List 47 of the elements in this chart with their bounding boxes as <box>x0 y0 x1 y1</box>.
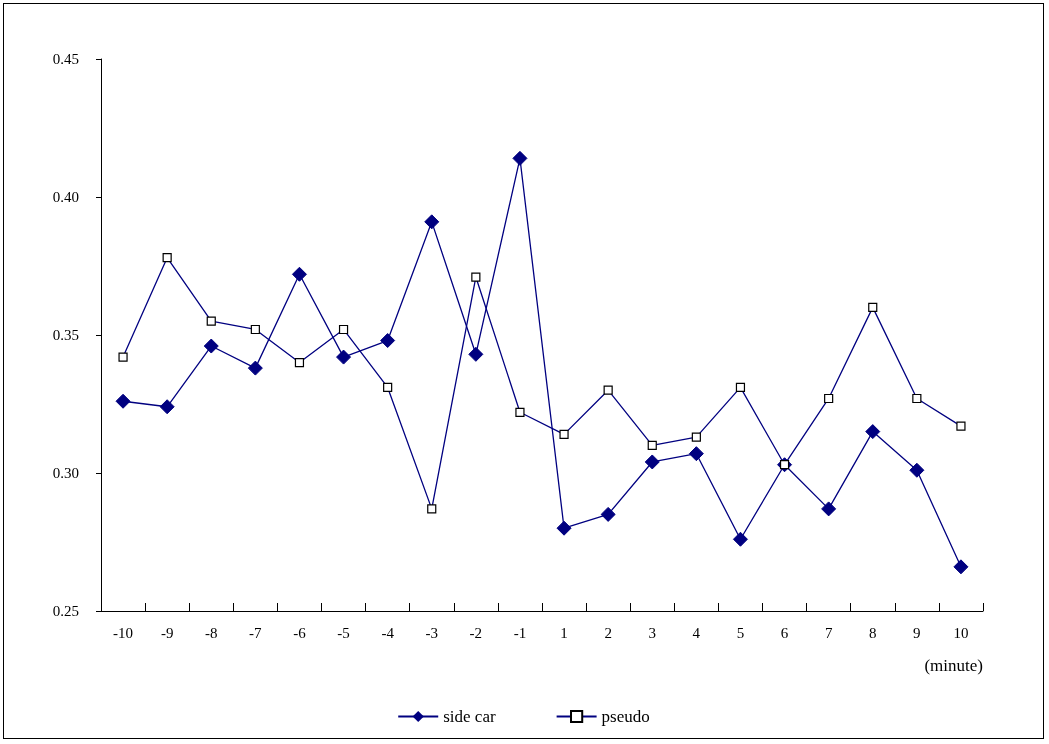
legend-label: pseudo <box>601 707 650 726</box>
point <box>336 349 352 365</box>
point <box>247 360 263 376</box>
point <box>159 399 175 415</box>
point <box>953 559 969 575</box>
point <box>468 346 484 362</box>
x-tick-label: -9 <box>160 624 174 641</box>
point <box>512 150 528 166</box>
x-tick-label: 8 <box>869 624 877 641</box>
y-tick-label: 0.30 <box>52 465 79 481</box>
point <box>600 506 616 522</box>
x-tick-label: 7 <box>824 624 833 641</box>
point <box>732 531 748 547</box>
x-tick-label: -8 <box>205 624 218 641</box>
point <box>644 454 660 470</box>
point <box>291 266 307 282</box>
point <box>556 520 572 536</box>
y-tick-label: 0.35 <box>52 327 79 343</box>
point <box>203 338 219 354</box>
y-tick-label: 0.40 <box>52 189 79 205</box>
point <box>115 393 131 409</box>
x-tick-label: 2 <box>604 624 612 641</box>
x-tick-label: -10 <box>113 624 134 641</box>
x-tick-label: 6 <box>780 624 789 641</box>
x-tick-label: 4 <box>692 624 701 641</box>
point <box>380 333 396 349</box>
point <box>688 446 704 462</box>
x-tick-label: 10 <box>953 624 969 641</box>
x-tick-label: -1 <box>513 624 527 641</box>
x-tick-label: -7 <box>249 624 263 641</box>
x-tick-label: -3 <box>425 624 438 641</box>
x-tick-label: -4 <box>381 624 395 641</box>
x-tick-label: 3 <box>648 624 656 641</box>
x-tick-label: -2 <box>469 624 483 641</box>
x-tick-label: -6 <box>293 624 307 641</box>
y-tick-label: 0.45 <box>52 51 79 67</box>
legend-label: side car <box>443 707 496 726</box>
x-tick-label: -5 <box>337 624 350 641</box>
x-tick-label: 1 <box>560 624 568 641</box>
x-tick-label: 5 <box>736 624 745 641</box>
point <box>424 214 440 230</box>
point <box>821 501 837 517</box>
x-axis-title: (minute) <box>924 656 983 675</box>
point <box>909 462 925 478</box>
point <box>865 424 881 440</box>
x-tick-label: 9 <box>913 624 921 641</box>
y-tick-label: 0.25 <box>52 603 79 619</box>
